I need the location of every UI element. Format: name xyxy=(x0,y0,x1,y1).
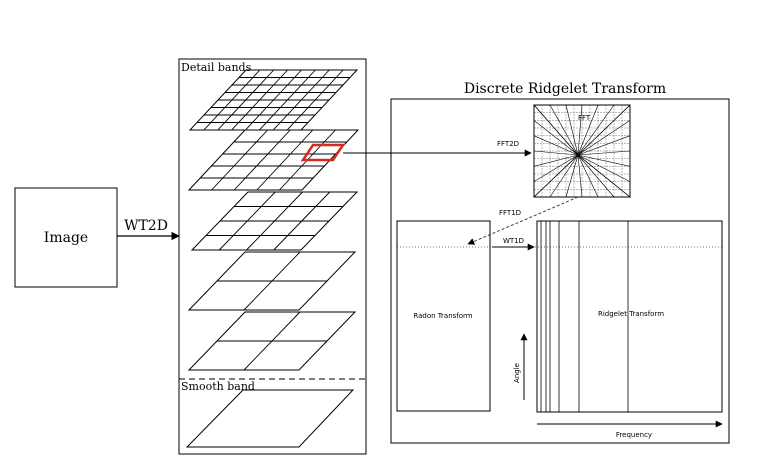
band-grid-col xyxy=(246,191,303,251)
band-outline xyxy=(187,129,360,191)
angle-axis-label: Angle xyxy=(513,363,521,383)
fft-radial-line xyxy=(533,154,579,198)
radon-transform-label: Radon Transform xyxy=(413,312,472,320)
ridgelet-transform-box xyxy=(536,220,723,413)
band-grid-col xyxy=(243,251,301,311)
fft-label: FFT xyxy=(578,114,591,122)
wt1d-label: WT1D xyxy=(503,237,524,245)
band-outline xyxy=(187,311,357,371)
selected-block-highlight xyxy=(300,143,346,162)
fft-radial-line xyxy=(533,154,579,167)
fft-radial-line xyxy=(577,104,615,156)
wt2d-label: WT2D xyxy=(124,218,168,234)
fft-radial-line xyxy=(577,154,631,167)
fft-radial-line xyxy=(577,135,631,156)
band-grid-col xyxy=(286,69,344,131)
ridgelet-panel xyxy=(390,98,730,444)
band-grid-col xyxy=(259,69,316,131)
fft-radial-line xyxy=(577,104,583,156)
fft1d-label: FFT1D xyxy=(499,209,521,217)
ridgelet-transform-label: Ridgelet Transform xyxy=(598,310,664,318)
band-grid-col xyxy=(273,191,331,251)
image-box xyxy=(14,187,118,288)
fft-radial-line xyxy=(577,154,583,198)
fft-radial-line xyxy=(565,104,579,156)
fft-radial-line xyxy=(533,104,579,156)
fft-radial-line xyxy=(577,154,631,198)
fft-radial-line xyxy=(577,104,599,156)
frequency-axis-label: Frequency xyxy=(616,431,652,439)
fft-radial-line xyxy=(577,154,631,182)
detail-bands-stack xyxy=(187,69,360,371)
band-grid-col xyxy=(245,69,302,131)
fft2d-label: FFT2D xyxy=(497,140,519,148)
fft-radial-line xyxy=(577,104,631,156)
fft-radial-line xyxy=(549,154,579,198)
band-grid-col xyxy=(211,129,268,191)
smooth-band-plane xyxy=(185,389,355,448)
band-grid-col xyxy=(233,129,291,191)
radon-transform-box xyxy=(396,220,491,412)
band-grid-col xyxy=(243,311,301,371)
fft-radial-line xyxy=(533,154,579,182)
ridgelet-panel-title: Discrete Ridgelet Transform xyxy=(464,81,666,97)
detail-band-5 xyxy=(187,311,357,371)
fft-radial-line xyxy=(533,120,579,156)
detail-band-2 xyxy=(187,129,360,191)
fft-radial-line xyxy=(577,150,631,156)
fft-radial-line xyxy=(577,154,615,198)
fft-polar-grid xyxy=(533,104,631,198)
fft-radial-line xyxy=(533,150,579,156)
fft-radial-line xyxy=(549,104,579,156)
fft-radial-line xyxy=(565,154,579,198)
detail-bands-label: Detail bands xyxy=(181,61,252,74)
detail-band-1 xyxy=(188,69,359,131)
fft-radial-line xyxy=(577,154,599,198)
smooth-band-label: Smooth band xyxy=(181,380,255,393)
detail-band-4 xyxy=(187,251,357,311)
band-outline xyxy=(190,191,359,251)
ridgelet-scale-dividers xyxy=(540,221,629,412)
image-label: Image xyxy=(44,230,88,246)
bands-panel xyxy=(178,58,367,455)
fft-radial-line xyxy=(533,135,579,156)
detail-band-3 xyxy=(190,191,359,251)
fft-radial-line xyxy=(577,120,631,156)
band-grid-col xyxy=(272,69,330,131)
band-grid-col xyxy=(256,129,314,191)
band-outline xyxy=(187,251,357,311)
